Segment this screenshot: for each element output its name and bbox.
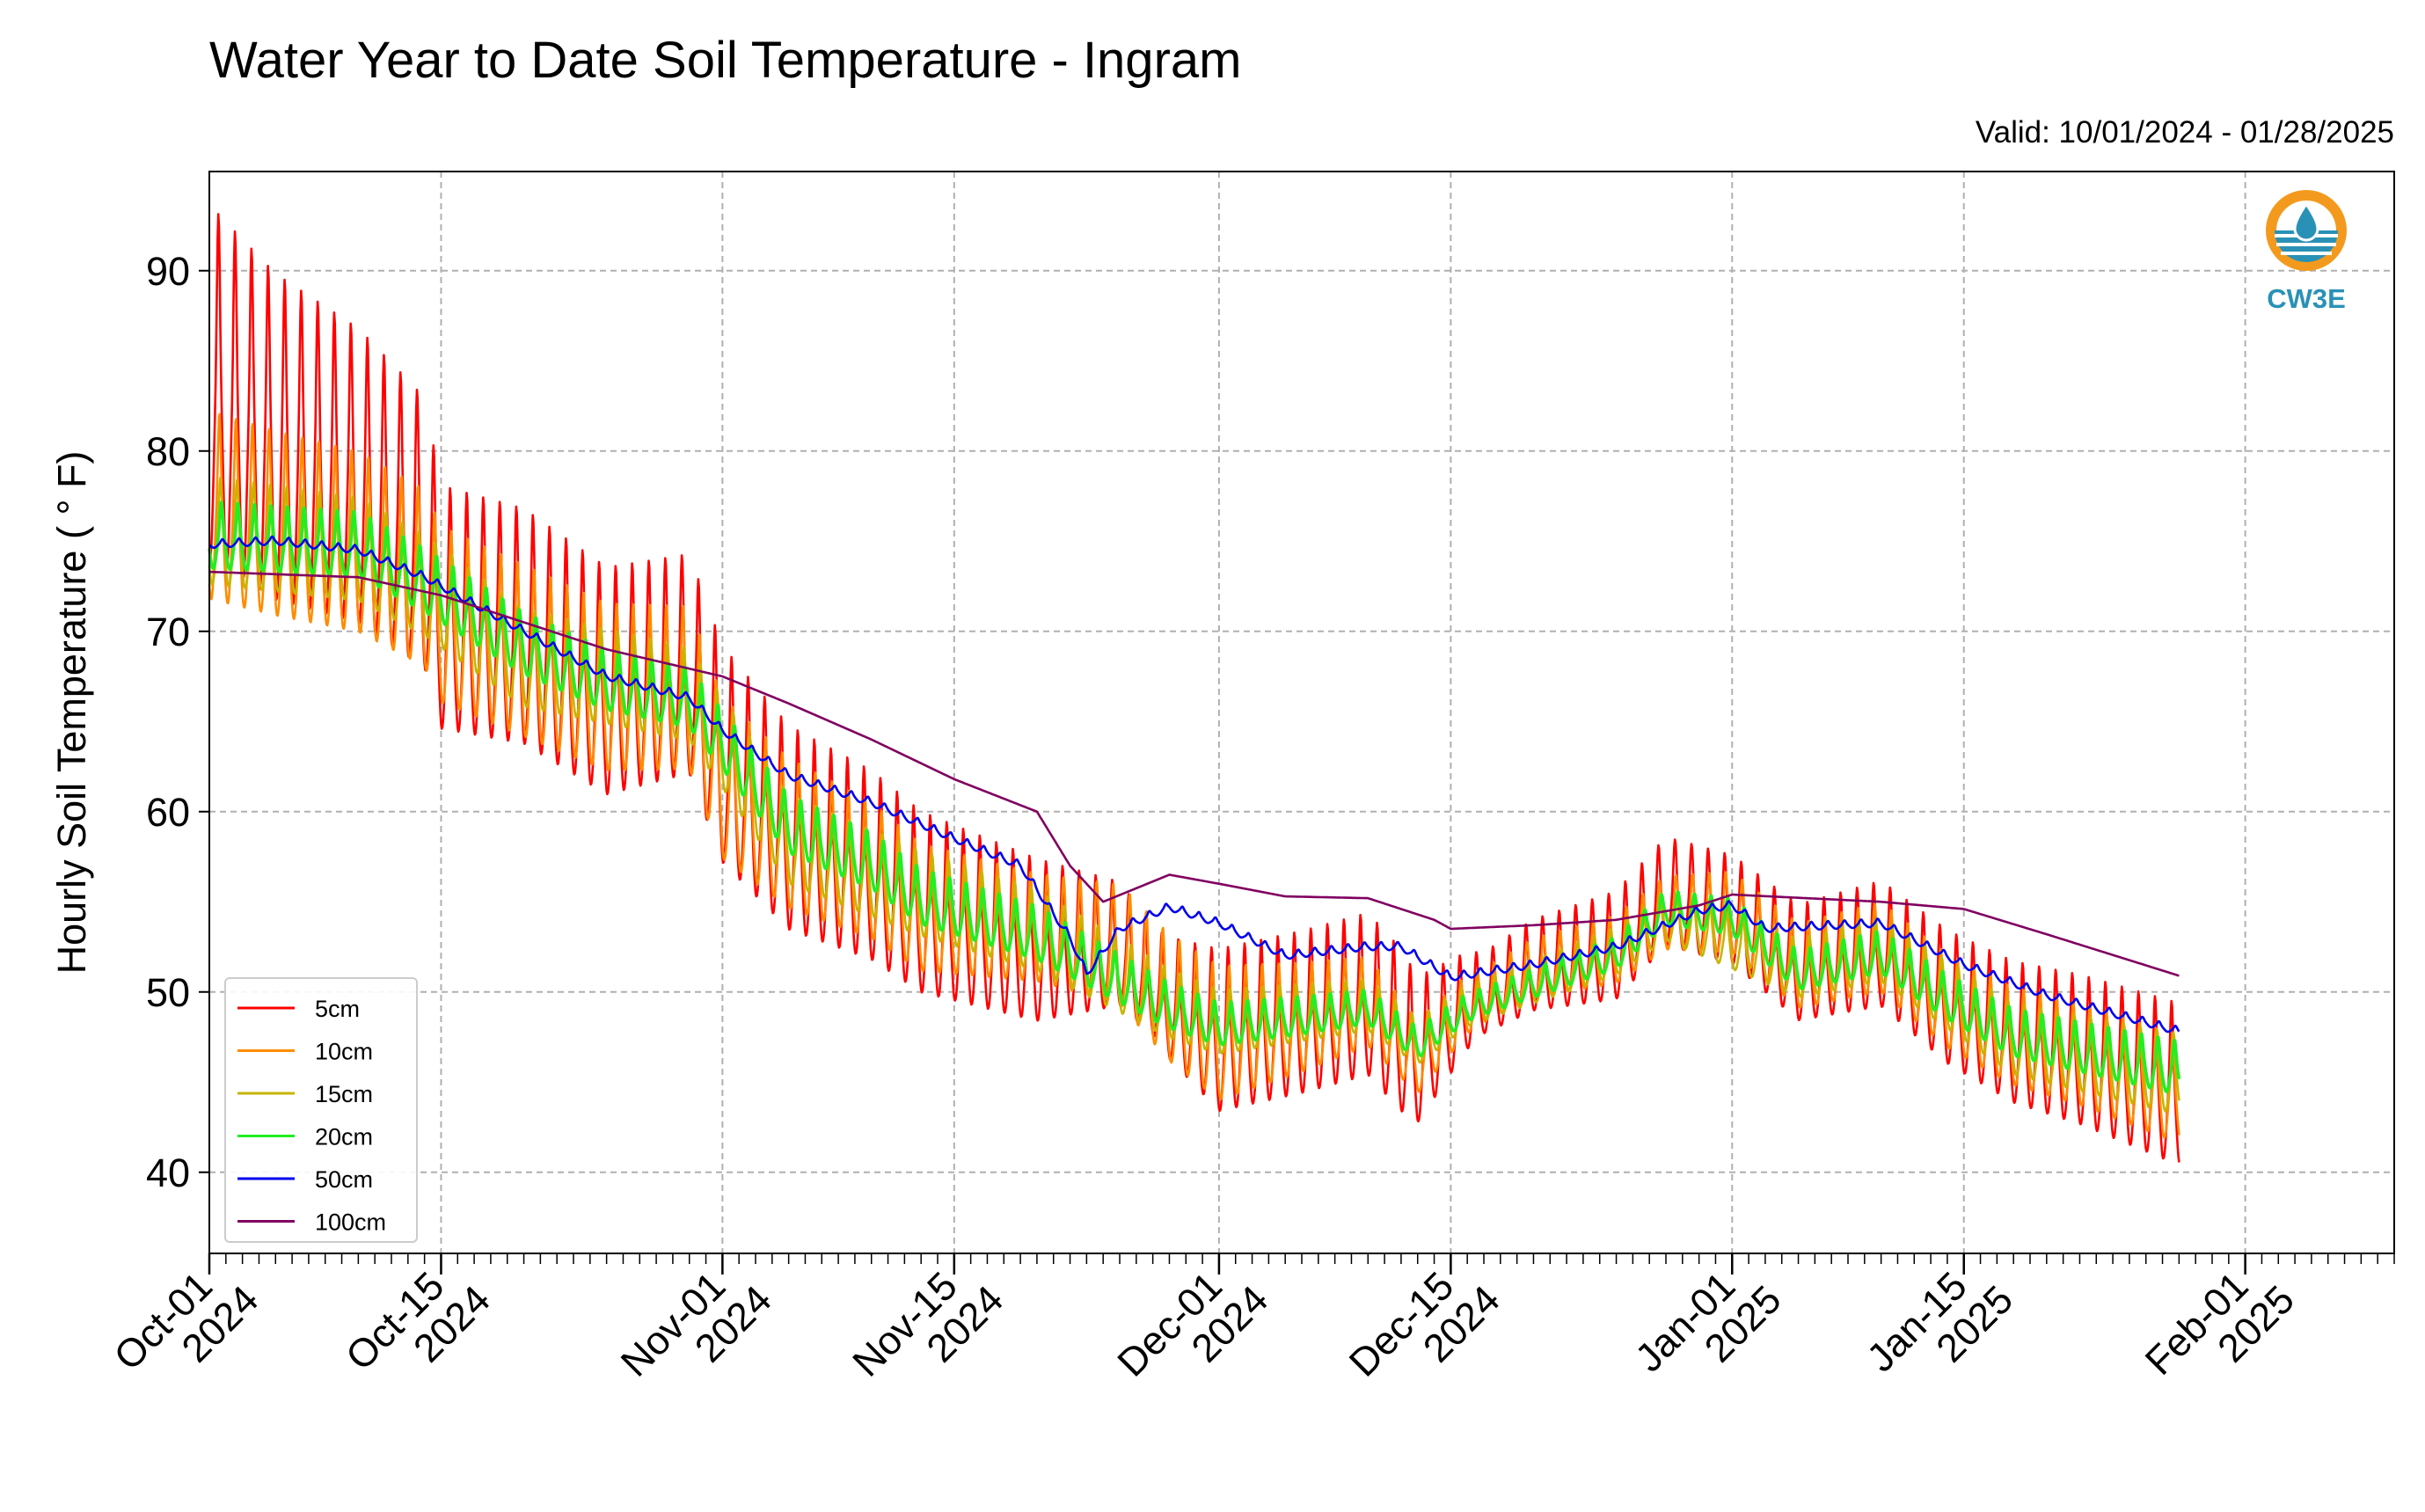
legend-label-15cm: 15cm — [315, 1081, 373, 1107]
y-axis-label: Hourly Soil Temperature ( ° F) — [49, 451, 94, 975]
legend-label-10cm: 10cm — [315, 1039, 373, 1065]
y-tick-label: 80 — [146, 429, 190, 474]
data-series — [208, 213, 2181, 1163]
y-tick-label: 40 — [146, 1150, 190, 1195]
y-tick-label: 60 — [146, 790, 190, 835]
y-tick-label: 50 — [146, 970, 190, 1015]
y-tick-label: 90 — [146, 249, 190, 294]
water-drop-logo-icon — [2266, 190, 2347, 271]
legend: 5cm 10cm 15cm 20cm 50cm 100cm — [224, 977, 418, 1243]
y-axis-ticks: 40 50 60 70 80 90 — [146, 249, 209, 1195]
legend-items: 5cm 10cm 15cm 20cm 50cm 100cm — [237, 996, 386, 1236]
y-tick-label: 70 — [146, 610, 190, 654]
legend-label-50cm: 50cm — [315, 1166, 373, 1193]
legend-label-5cm: 5cm — [315, 996, 360, 1022]
legend-label-20cm: 20cm — [315, 1124, 373, 1150]
series-line-100cm — [208, 570, 2180, 977]
legend-label-100cm: 100cm — [315, 1209, 386, 1236]
cw3e-logo: CW3E — [2266, 190, 2347, 314]
series-line-50cm — [208, 535, 2180, 1034]
valid-date-range: Valid: 10/01/2024 - 01/28/2025 — [1976, 115, 2394, 150]
chart-title: Water Year to Date Soil Temperature - In… — [209, 32, 1241, 89]
logo-text: CW3E — [2267, 283, 2346, 314]
series-line-10cm — [208, 413, 2180, 1139]
legend-box — [224, 977, 418, 1243]
